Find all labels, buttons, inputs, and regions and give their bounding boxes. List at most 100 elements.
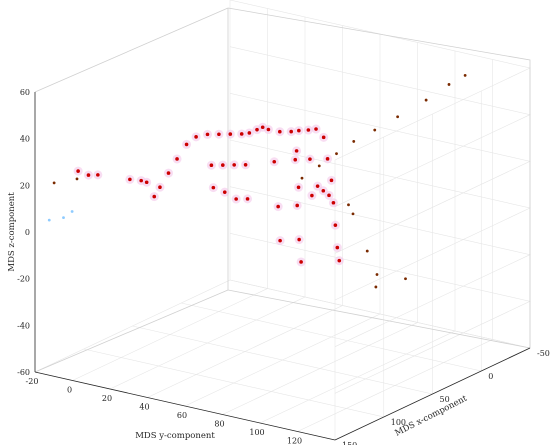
point-halo-layer — [73, 122, 344, 267]
data-point — [222, 190, 227, 194]
data-point — [337, 258, 342, 263]
floor-back-edge-y — [227, 289, 531, 349]
data-point — [76, 169, 80, 173]
data-point — [310, 193, 314, 198]
data-point — [299, 260, 303, 264]
data-point — [260, 125, 265, 130]
z-tick-label: -40 — [17, 321, 30, 330]
scatter-points — [47, 73, 467, 289]
data-point — [335, 245, 340, 250]
x-tick-label: -50 — [537, 349, 550, 358]
data-point — [175, 157, 179, 161]
data-point — [278, 129, 282, 134]
data-point — [276, 204, 280, 209]
z-tick-label: -60 — [17, 368, 30, 377]
data-point — [463, 73, 467, 77]
data-point — [278, 238, 282, 243]
data-point — [289, 129, 294, 134]
data-point — [217, 132, 221, 137]
data-point — [139, 178, 143, 183]
data-point — [347, 203, 350, 207]
data-point — [228, 132, 233, 136]
data-point — [243, 162, 248, 167]
data-point — [447, 83, 451, 86]
data-point — [247, 131, 252, 135]
data-point — [308, 157, 312, 161]
data-point — [144, 180, 149, 185]
y-axis-label: MDS y-component — [135, 431, 215, 441]
data-point — [294, 149, 299, 153]
data-point — [306, 128, 311, 132]
data-point — [327, 193, 331, 198]
top-left-edge — [34, 7, 229, 93]
x-axis-line — [334, 347, 531, 441]
data-point — [128, 177, 132, 182]
y-tick-label: 120 — [287, 437, 302, 445]
data-point — [396, 115, 400, 119]
data-point — [297, 237, 301, 242]
data-point — [221, 163, 225, 167]
data-point — [374, 285, 378, 289]
data-point — [300, 176, 304, 180]
y-tick-label: 80 — [214, 420, 224, 429]
data-point — [209, 163, 214, 168]
data-point — [329, 178, 334, 183]
data-point — [239, 132, 244, 136]
data-point — [331, 200, 336, 205]
y-axis-line — [34, 371, 336, 441]
data-point — [424, 98, 428, 102]
data-point — [86, 173, 91, 177]
data-point — [321, 188, 326, 193]
data-point — [266, 127, 271, 132]
z-tick-label: 60 — [20, 88, 30, 97]
z-tick-label: -20 — [17, 275, 30, 284]
tick-labels: -60-40-200204060-20020406080100120140-50… — [17, 88, 550, 445]
data-point — [325, 157, 330, 161]
data-point — [62, 216, 65, 220]
data-point — [296, 185, 301, 190]
data-point — [321, 135, 326, 140]
y-tick-label: 60 — [177, 411, 187, 420]
data-point — [352, 140, 356, 143]
data-point — [184, 142, 189, 147]
floor-back-edge-x — [34, 289, 229, 373]
y-tick-label: 20 — [102, 394, 112, 403]
x-tick-label: 0 — [488, 372, 493, 381]
data-point — [158, 185, 162, 189]
x-tick-label: 150 — [342, 441, 357, 445]
y-tick-label: -20 — [26, 377, 39, 386]
data-point — [272, 159, 277, 164]
data-point — [317, 164, 321, 168]
data-point — [166, 171, 171, 175]
data-point — [245, 197, 250, 201]
x-tick-label: 100 — [391, 418, 406, 427]
data-point — [205, 132, 210, 137]
data-point — [375, 273, 379, 276]
data-point — [152, 194, 157, 199]
data-point — [404, 277, 407, 281]
data-point — [293, 157, 298, 162]
data-point — [75, 177, 79, 181]
data-point — [297, 128, 301, 133]
z-tick-label: 40 — [20, 135, 30, 144]
data-point — [314, 127, 318, 131]
data-point — [234, 197, 238, 201]
data-point — [70, 210, 74, 213]
data-point — [365, 249, 369, 253]
y-tick-label: 100 — [249, 428, 264, 437]
back-wall-edge — [227, 7, 531, 348]
data-point — [255, 127, 259, 132]
data-point — [47, 218, 51, 222]
data-point — [351, 212, 355, 216]
data-point — [232, 163, 236, 167]
data-point — [211, 185, 216, 190]
y-tick-label: 0 — [67, 386, 72, 395]
z-tick-label: 20 — [20, 181, 30, 190]
data-point — [194, 135, 198, 139]
z-axis-label: MDS z-component — [7, 192, 17, 272]
data-point — [96, 173, 100, 177]
axes-box — [34, 7, 531, 441]
y-tick-label: 40 — [139, 403, 149, 412]
